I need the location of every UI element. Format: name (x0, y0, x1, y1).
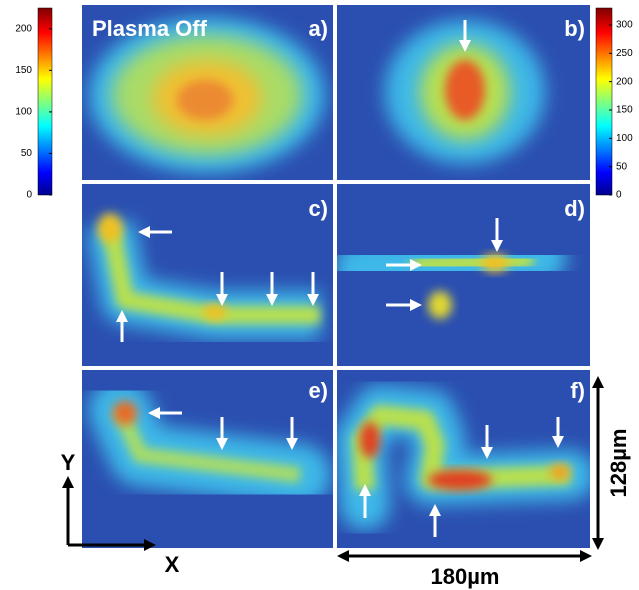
tick-label: 150 (15, 65, 32, 76)
colorbar-right (595, 7, 613, 196)
tick-label: 50 (21, 148, 33, 159)
panel-c (82, 184, 333, 366)
panel-label: b) (564, 16, 585, 41)
arrows (116, 20, 564, 537)
height-scale-label: 128µm (606, 429, 631, 498)
tick-label: 100 (15, 107, 32, 118)
panel-f (337, 370, 590, 548)
panel-label: f) (570, 378, 585, 403)
width-scale-label: 180µm (431, 564, 500, 589)
colorbar-left (37, 7, 53, 196)
panel-label: c) (308, 196, 328, 221)
panel-e (82, 370, 333, 548)
tick-label: 0 (26, 190, 32, 201)
x-axis-label: X (165, 552, 180, 577)
panel-label: a) (308, 16, 328, 41)
tick-label: 300 (616, 20, 633, 31)
panel-d (337, 184, 590, 366)
panel-label: d) (564, 196, 585, 221)
tick-label: 250 (616, 48, 633, 59)
tick-label: 0 (616, 190, 622, 201)
tick-label: 150 (616, 105, 633, 116)
panel-b (337, 5, 590, 180)
panel-a (82, 5, 333, 180)
tick-label: 200 (616, 76, 633, 87)
plasma-off-label: Plasma Off (92, 16, 208, 41)
tick-label: 100 (616, 133, 633, 144)
tick-label: 200 (15, 23, 32, 34)
tick-label: 50 (616, 161, 628, 172)
y-axis-label: Y (61, 450, 76, 475)
panel-label: e) (308, 378, 328, 403)
